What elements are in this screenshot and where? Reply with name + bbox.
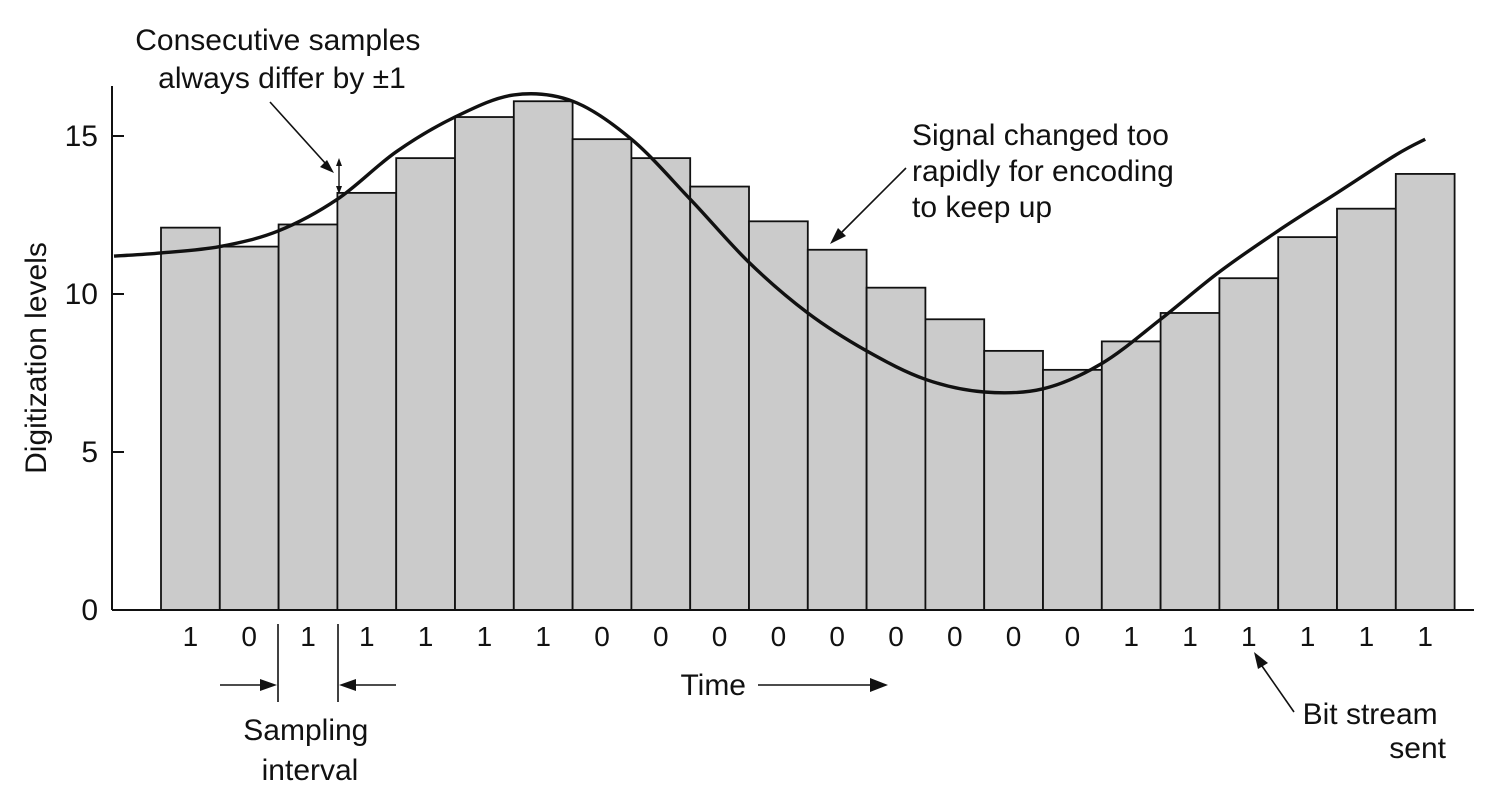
sample-bar [1042,368,1103,611]
sample-bar [571,138,633,611]
sample-bar [277,223,339,611]
bit-label: 1 [477,621,493,652]
bit-label: 1 [1182,621,1198,652]
bit-stream-leader-line [1261,665,1295,713]
bit-label: 1 [535,621,551,652]
sample-bar [1159,312,1221,611]
sample-bar [630,157,692,611]
bit-label: 1 [359,621,375,652]
y-axis-label: Digitization levels [20,242,53,474]
bit-label: 0 [1065,621,1081,652]
y-tick-label: 5 [81,436,98,469]
sampling-arrow-left-head [260,679,277,691]
sample-bar [1277,236,1338,611]
y-tick-label: 15 [65,120,98,153]
bit-label: 0 [771,621,787,652]
bit-label: 1 [1241,621,1257,652]
bars-layer [160,100,1456,611]
x-axis-label: Time [680,669,746,702]
step-size-marker-top [336,158,342,166]
bit-label: 0 [829,621,845,652]
y-tick-label: 10 [65,278,98,311]
bit-label: 0 [653,621,669,652]
sampling-interval-label: Sampling interval [243,714,376,787]
time-arrow-head [870,678,888,692]
bit-label: 0 [712,621,728,652]
sample-bar [1100,340,1162,611]
sample-bar [454,116,515,611]
bit-label: 1 [418,621,434,652]
sample-bar [924,318,986,611]
sampling-arrow-right-head [339,679,356,691]
consecutive-samples-note: Consecutive samples always differ by ±1 [135,24,428,95]
bit-label: 0 [594,621,610,652]
consecutive-leader-arrowhead [320,160,334,173]
too-rapid-leader-line [841,167,907,233]
bit-stream-note: Bit stream sent [1303,698,1447,765]
too-rapid-note: Signal changed too rapidly for encoding … [912,119,1182,224]
sample-bar [1394,173,1456,611]
step-size-marker-bottom [336,186,342,194]
sample-bar [512,100,574,611]
sample-bar [336,191,398,611]
analog-signal-curve [113,92,1426,395]
sample-bar [748,220,809,611]
bit-label: 1 [1123,621,1139,652]
bit-stream-leader-arrowhead [1254,652,1268,669]
bit-label: 0 [241,621,257,652]
too-rapid-leader-arrowhead [830,228,846,244]
bit-labels-layer: 1 0 1 1 1 1 1 0 0 0 0 0 0 0 0 0 1 1 1 1 1 1 [183,621,1433,652]
sample-bar [395,157,456,611]
consecutive-leader-line [269,101,327,165]
sample-bar [1218,277,1280,611]
y-ticks-layer: 0 5 10 15 [65,120,124,627]
bit-label: 1 [183,621,199,652]
sample-bar [806,248,868,611]
sample-bar [1336,207,1397,611]
sample-bar [160,226,221,611]
bit-label: 1 [1300,621,1316,652]
bit-label: 0 [888,621,904,652]
bit-label: 1 [1417,621,1433,652]
bit-label: 0 [947,621,963,652]
y-tick-label: 0 [81,594,98,627]
sample-bar [865,286,927,611]
sample-bar [689,185,750,611]
bit-label: 1 [300,621,316,652]
sample-bar [218,245,280,611]
bit-label: 0 [1006,621,1022,652]
bit-label: 1 [1359,621,1375,652]
